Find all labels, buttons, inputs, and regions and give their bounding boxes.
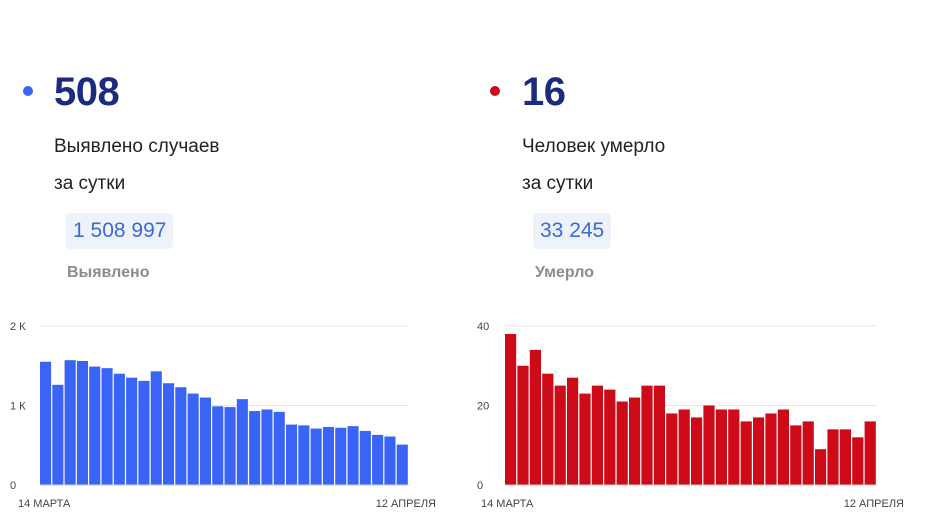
deaths-description: Человек умерло за сутки (522, 128, 782, 202)
deaths-bar (579, 393, 591, 485)
cases-bar (261, 409, 273, 485)
deaths-daily-value: 16 (522, 70, 566, 114)
cases-bar (359, 430, 371, 485)
deaths-bar (629, 397, 641, 485)
cases-total-badge: 1 508 997 (66, 213, 174, 249)
cases-y-tick-label: 1 К (10, 401, 26, 413)
cases-description: Выявлено случаев за сутки (54, 128, 314, 202)
deaths-bar (827, 429, 839, 485)
deaths-bar (715, 409, 727, 485)
cases-bar (384, 436, 396, 485)
deaths-bar (703, 405, 715, 485)
cases-bar (224, 407, 236, 485)
cases-bar-chart: 0 1 К 2 К 14 МАРТА 12 АПРЕЛЯ (10, 321, 436, 510)
cases-bar (76, 360, 88, 485)
cases-bar (175, 387, 187, 485)
cases-dot-icon (23, 86, 33, 96)
deaths-bar (802, 421, 814, 485)
cases-bar (396, 444, 408, 485)
deaths-y-tick-label: 40 (477, 321, 489, 333)
cases-bar (322, 426, 334, 485)
deaths-bar (641, 385, 653, 486)
deaths-bar (604, 389, 616, 485)
deaths-y-tick-label: 0 (477, 480, 483, 492)
deaths-bar (765, 413, 777, 485)
cases-bar (126, 377, 138, 485)
cases-bar (52, 384, 64, 485)
cases-bar (150, 371, 162, 485)
cases-bar (199, 397, 211, 485)
cases-x-end-label: 12 АПРЕЛЯ (376, 498, 436, 510)
cases-total-label: Выявлено (67, 264, 150, 281)
cases-x-start-label: 14 МАРТА (18, 498, 71, 510)
deaths-dot-icon (490, 86, 500, 96)
deaths-bar (666, 413, 678, 485)
cases-desc-line1: Выявлено случаев (54, 136, 220, 157)
deaths-bar (678, 409, 690, 485)
deaths-bar (505, 333, 517, 485)
cases-bar (273, 411, 285, 485)
cases-bar (113, 373, 125, 485)
deaths-total-label: Умерло (535, 264, 594, 281)
cases-bar (249, 411, 261, 485)
cases-bar (163, 383, 175, 485)
cases-bar (101, 368, 113, 485)
deaths-bar (740, 421, 752, 485)
deaths-bar (691, 417, 703, 485)
deaths-y-tick-label: 20 (477, 401, 489, 413)
deaths-bar (790, 425, 802, 486)
deaths-total-badge: 33 245 (533, 213, 612, 249)
cases-bar (372, 434, 384, 485)
deaths-bar (591, 385, 603, 486)
deaths-bar (567, 377, 579, 485)
deaths-bar (616, 401, 628, 485)
deaths-x-end-label: 12 АПРЕЛЯ (844, 498, 904, 510)
cases-bar (335, 427, 347, 485)
deaths-desc-line1: Человек умерло (522, 136, 666, 157)
cases-bar (310, 428, 322, 485)
cases-bar (286, 424, 298, 485)
deaths-bar (728, 409, 740, 485)
cases-bar (236, 399, 248, 485)
deaths-bar (753, 417, 765, 485)
deaths-bar (542, 373, 554, 485)
cases-bar (138, 380, 150, 485)
cases-bar (40, 361, 52, 485)
deaths-desc-line2: за сутки (522, 173, 594, 194)
deaths-panel: 16 Человек умерло за сутки 33 245 Умерло… (465, 0, 930, 525)
deaths-bar (815, 449, 827, 485)
deaths-bar (839, 429, 851, 485)
deaths-bar-chart: 0 20 40 14 МАРТА 12 АПРЕЛЯ (477, 321, 904, 510)
deaths-bar (852, 437, 864, 485)
cases-bar (89, 366, 101, 485)
cases-bar (187, 393, 199, 485)
deaths-bar (554, 385, 566, 486)
cases-y-tick-label: 2 К (10, 321, 26, 333)
cases-bar (64, 360, 76, 485)
deaths-bar (864, 421, 876, 485)
cases-desc-line2: за сутки (54, 173, 126, 194)
cases-bar (298, 425, 310, 486)
cases-panel: 508 Выявлено случаев за сутки 1 508 997 … (10, 70, 436, 510)
deaths-bar (653, 385, 665, 486)
cases-bar (212, 406, 224, 485)
deaths-bar (777, 409, 789, 485)
deaths-bar (529, 349, 541, 485)
cases-y-tick-label: 0 (10, 480, 16, 492)
deaths-x-start-label: 14 МАРТА (481, 498, 534, 510)
deaths-bar (517, 365, 529, 485)
cases-bar (347, 426, 359, 485)
cases-daily-value: 508 (54, 70, 120, 114)
